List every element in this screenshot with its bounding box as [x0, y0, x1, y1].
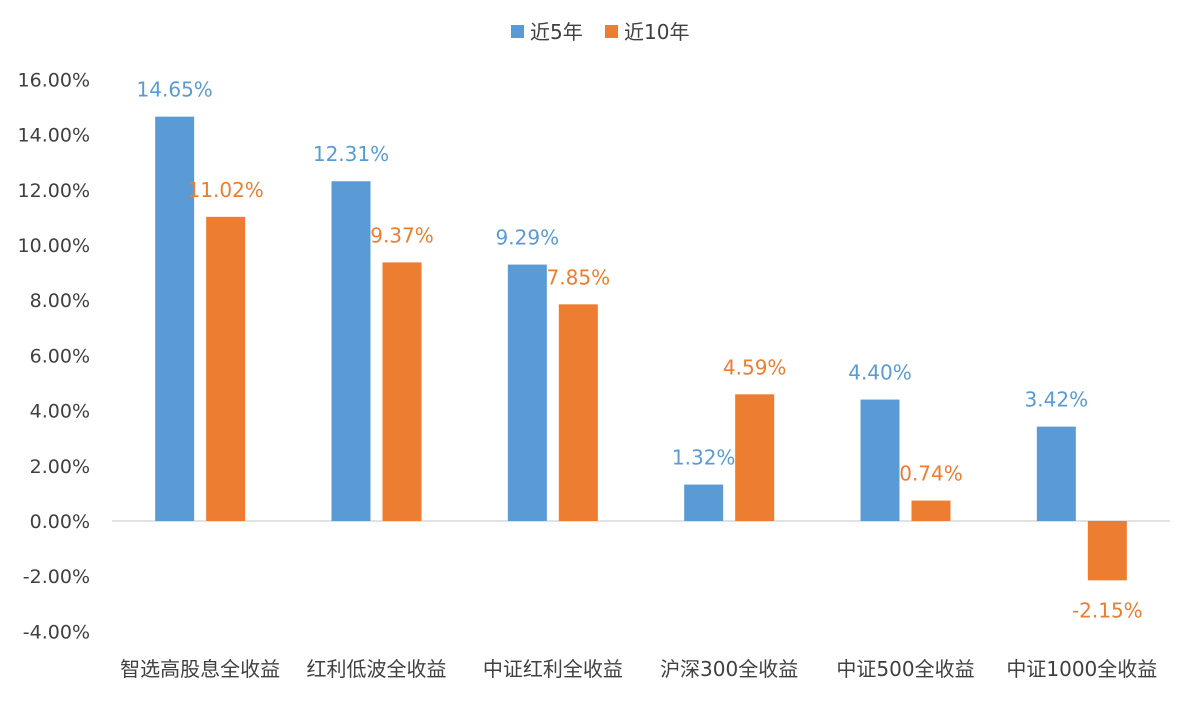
x-tick-label: 中证红利全收益	[483, 657, 623, 681]
y-tick-label: -4.00%	[23, 621, 90, 643]
bar-5y	[331, 181, 371, 521]
bar-5y	[507, 264, 547, 521]
bar-10y	[382, 262, 422, 521]
bar-10y	[1087, 521, 1127, 581]
y-tick-label: -2.00%	[23, 566, 90, 588]
x-tick-label: 红利低波全收益	[307, 657, 447, 681]
y-tick-label: 12.00%	[18, 180, 90, 202]
y-tick-label: 14.00%	[18, 125, 90, 147]
data-label: 12.31%	[313, 142, 389, 166]
data-label: -2.15%	[1072, 598, 1143, 622]
legend-swatch	[605, 25, 618, 38]
y-tick-label: 2.00%	[30, 456, 90, 478]
bar-10y	[911, 500, 951, 521]
legend-swatch	[511, 25, 524, 38]
data-label: 14.65%	[137, 78, 213, 102]
x-tick-label: 中证500全收益	[836, 657, 974, 681]
data-label: 9.37%	[370, 223, 434, 247]
y-tick-label: 16.00%	[18, 69, 90, 91]
y-tick-label: 0.00%	[30, 511, 90, 533]
data-label: 1.32%	[672, 446, 736, 470]
bar-10y	[558, 304, 598, 521]
y-tick-label: 4.00%	[30, 401, 90, 423]
bar-5y	[1036, 426, 1076, 521]
y-tick-label: 8.00%	[30, 290, 90, 312]
x-tick-label: 中证1000全收益	[1006, 657, 1157, 681]
bar-5y	[684, 484, 724, 521]
bar-10y	[735, 394, 775, 521]
data-label: 4.40%	[848, 361, 912, 385]
data-label: 7.85%	[547, 265, 611, 289]
legend-label: 近5年	[530, 20, 583, 44]
data-label: 11.02%	[188, 178, 264, 202]
data-label: 3.42%	[1025, 388, 1089, 412]
x-tick-label: 智选高股息全收益	[120, 657, 280, 681]
y-tick-label: 6.00%	[30, 345, 90, 367]
data-label: 4.59%	[723, 355, 787, 379]
legend-label: 近10年	[624, 20, 689, 44]
data-label: 0.74%	[899, 462, 963, 486]
data-label: 9.29%	[496, 226, 560, 250]
bar-5y	[155, 116, 195, 521]
bar-10y	[206, 216, 246, 521]
bar-5y	[860, 399, 900, 521]
x-tick-label: 沪深300全收益	[660, 657, 798, 681]
y-tick-label: 10.00%	[18, 235, 90, 257]
